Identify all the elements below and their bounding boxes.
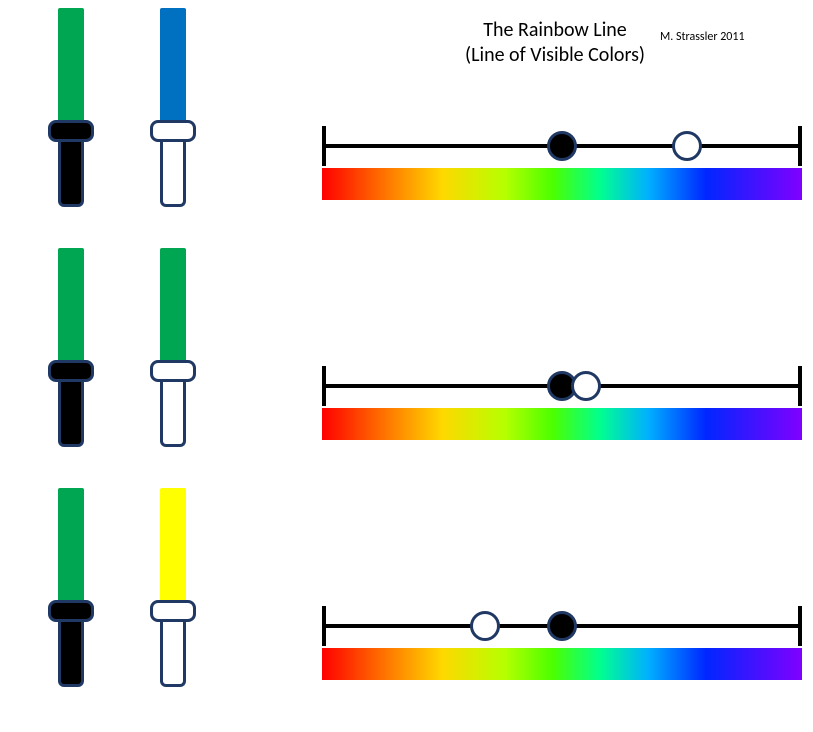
flashlight-collar — [48, 120, 94, 142]
number-line-tick-right — [798, 606, 802, 646]
flashlight-barrel — [160, 619, 186, 687]
spectrum-bar — [322, 168, 802, 200]
marker-open — [571, 371, 601, 401]
flashlight-beam — [58, 488, 84, 603]
flashlight — [48, 488, 94, 687]
marker-filled — [547, 131, 577, 161]
flashlight-collar — [48, 360, 94, 382]
flashlight-collar — [150, 120, 196, 142]
spectrum-bar — [322, 408, 802, 440]
marker-open — [672, 131, 702, 161]
number-line — [322, 366, 802, 406]
flashlight-beam — [160, 488, 186, 603]
spectrum-bar — [322, 648, 802, 680]
flashlight-beam — [58, 8, 84, 123]
flashlight-beam — [160, 248, 186, 363]
flashlight — [48, 8, 94, 207]
number-line-tick-left — [322, 366, 326, 406]
flashlight — [150, 488, 196, 687]
marker-filled — [547, 611, 577, 641]
marker-open — [470, 611, 500, 641]
flashlight — [48, 248, 94, 447]
flashlight — [150, 248, 196, 447]
number-line — [322, 126, 802, 166]
flashlight-beam — [58, 248, 84, 363]
diagram-row — [0, 8, 813, 228]
number-line-tick-right — [798, 126, 802, 166]
flashlight-collar — [150, 600, 196, 622]
flashlight — [150, 8, 196, 207]
number-line-tick-right — [798, 366, 802, 406]
number-line — [322, 606, 802, 646]
number-line-tick-left — [322, 126, 326, 166]
number-line-tick-left — [322, 606, 326, 646]
diagram-row — [0, 488, 813, 708]
flashlight-collar — [150, 360, 196, 382]
diagram-row — [0, 248, 813, 468]
flashlight-barrel — [58, 379, 84, 447]
flashlight-beam — [160, 8, 186, 123]
flashlight-barrel — [58, 139, 84, 207]
flashlight-barrel — [58, 619, 84, 687]
flashlight-collar — [48, 600, 94, 622]
flashlight-barrel — [160, 379, 186, 447]
flashlight-barrel — [160, 139, 186, 207]
